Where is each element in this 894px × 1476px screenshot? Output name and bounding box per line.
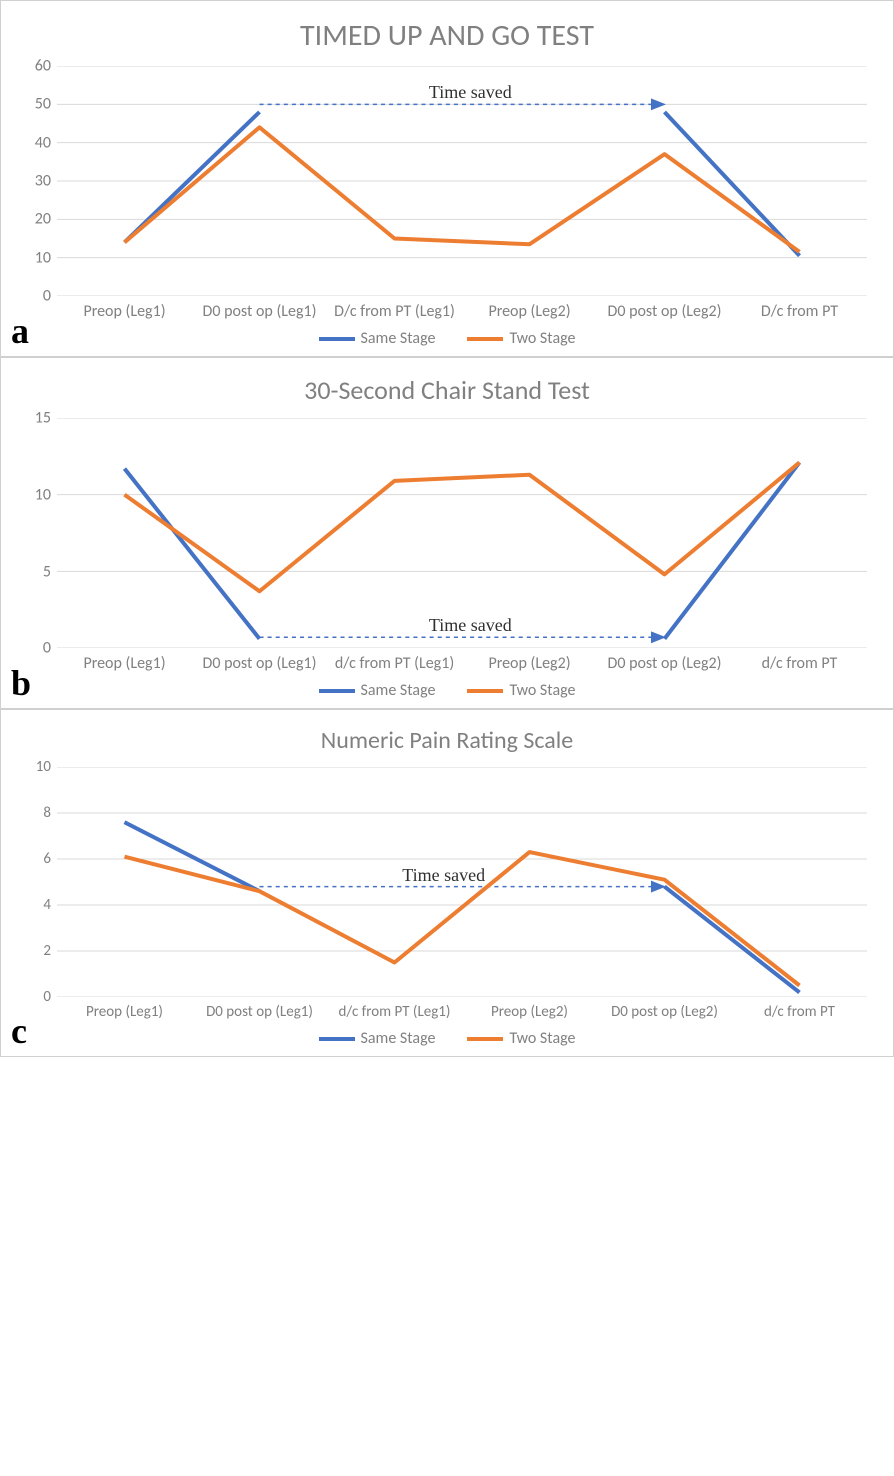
plot-area: 051015Time saved xyxy=(57,418,867,648)
legend: Same Stage Two Stage xyxy=(17,681,877,700)
x-tick-label: Preop (Leg1) xyxy=(57,1003,192,1021)
chart-panel-c: Numeric Pain Rating Scale0246810Time sav… xyxy=(0,709,894,1057)
legend-swatch xyxy=(467,689,503,693)
y-tick-label: 10 xyxy=(35,485,51,504)
legend-swatch xyxy=(319,1037,355,1041)
legend-item: Same Stage xyxy=(319,1029,436,1048)
series-line xyxy=(125,823,260,892)
y-tick-label: 30 xyxy=(35,172,51,191)
y-tick-label: 10 xyxy=(35,248,51,267)
chart-svg xyxy=(57,418,867,648)
plot-area: 0246810Time saved xyxy=(57,767,867,997)
y-tick-label: 2 xyxy=(43,942,51,960)
series-line xyxy=(125,463,800,592)
x-axis: Preop (Leg1)D0 post op (Leg1)D/c from PT… xyxy=(57,302,867,321)
x-tick-label: D0 post op (Leg2) xyxy=(597,302,732,321)
legend-label: Two Stage xyxy=(509,1029,575,1048)
series-line xyxy=(665,112,800,256)
y-tick-label: 15 xyxy=(35,409,51,428)
legend-label: Two Stage xyxy=(509,681,575,700)
x-tick-label: Preop (Leg1) xyxy=(57,654,192,673)
y-tick-label: 8 xyxy=(43,804,51,822)
y-axis: 0102030405060 xyxy=(17,66,53,296)
time-saved-label: Time saved xyxy=(429,615,512,636)
series-line xyxy=(665,463,800,639)
legend-swatch xyxy=(319,689,355,693)
legend: Same Stage Two Stage xyxy=(17,1029,877,1048)
legend-label: Same Stage xyxy=(361,329,436,348)
x-tick-label: Preop (Leg2) xyxy=(462,302,597,321)
x-tick-label: Preop (Leg2) xyxy=(462,654,597,673)
x-tick-label: d/c from PT xyxy=(732,654,867,673)
x-axis: Preop (Leg1)D0 post op (Leg1)d/c from PT… xyxy=(57,1003,867,1021)
x-tick-label: D/c from PT xyxy=(732,302,867,321)
plot-area: 0102030405060Time saved xyxy=(57,66,867,296)
legend-label: Same Stage xyxy=(361,1029,436,1048)
x-tick-label: d/c from PT (Leg1) xyxy=(327,1003,462,1021)
y-tick-label: 6 xyxy=(43,850,51,868)
y-tick-label: 0 xyxy=(43,988,51,1006)
x-tick-label: Preop (Leg1) xyxy=(57,302,192,321)
x-axis: Preop (Leg1)D0 post op (Leg1)d/c from PT… xyxy=(57,654,867,673)
series-line xyxy=(665,887,800,993)
y-tick-label: 0 xyxy=(43,639,51,658)
x-tick-label: D0 post op (Leg1) xyxy=(192,1003,327,1021)
legend-item: Two Stage xyxy=(467,329,575,348)
y-tick-label: 10 xyxy=(36,758,51,776)
x-tick-label: D0 post op (Leg1) xyxy=(192,654,327,673)
legend-item: Two Stage xyxy=(467,1029,575,1048)
panel-label: b xyxy=(11,662,31,704)
y-tick-label: 40 xyxy=(35,133,51,152)
legend-item: Same Stage xyxy=(319,329,436,348)
y-axis: 051015 xyxy=(17,418,53,648)
x-tick-label: D0 post op (Leg1) xyxy=(192,302,327,321)
y-tick-label: 20 xyxy=(35,210,51,229)
legend: Same Stage Two Stage xyxy=(17,329,877,348)
x-tick-label: Preop (Leg2) xyxy=(462,1003,597,1021)
y-axis: 0246810 xyxy=(17,767,53,997)
legend-label: Same Stage xyxy=(361,681,436,700)
time-saved-label: Time saved xyxy=(429,82,512,103)
legend-swatch xyxy=(467,1037,503,1041)
x-tick-label: d/c from PT xyxy=(732,1003,867,1021)
y-tick-label: 60 xyxy=(35,57,51,76)
y-tick-label: 5 xyxy=(43,562,51,581)
x-tick-label: D0 post op (Leg2) xyxy=(597,654,732,673)
y-tick-label: 4 xyxy=(43,896,51,914)
legend-label: Two Stage xyxy=(509,329,575,348)
series-line xyxy=(125,469,260,639)
panel-label: c xyxy=(11,1010,27,1052)
chart-title: 30-Second Chair Stand Test xyxy=(17,374,877,406)
legend-item: Same Stage xyxy=(319,681,436,700)
panel-label: a xyxy=(11,310,29,352)
y-tick-label: 0 xyxy=(43,287,51,306)
chart-title: TIMED UP AND GO TEST xyxy=(17,17,877,54)
x-tick-label: d/c from PT (Leg1) xyxy=(327,654,462,673)
time-saved-label: Time saved xyxy=(402,865,485,886)
y-tick-label: 50 xyxy=(35,95,51,114)
chart-title: Numeric Pain Rating Scale xyxy=(17,726,877,755)
x-tick-label: D/c from PT (Leg1) xyxy=(327,302,462,321)
legend-swatch xyxy=(319,337,355,341)
legend-swatch xyxy=(467,337,503,341)
chart-panel-b: 30-Second Chair Stand Test051015Time sav… xyxy=(0,357,894,709)
chart-panel-a: TIMED UP AND GO TEST0102030405060Time sa… xyxy=(0,0,894,357)
legend-item: Two Stage xyxy=(467,681,575,700)
x-tick-label: D0 post op (Leg2) xyxy=(597,1003,732,1021)
